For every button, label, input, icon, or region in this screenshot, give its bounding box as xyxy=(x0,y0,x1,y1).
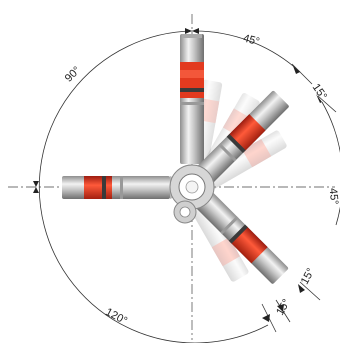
signal-tower-lower-right xyxy=(195,191,289,284)
pivot-hub-icon xyxy=(169,164,215,224)
dimension-arrows xyxy=(33,28,322,322)
dimension-arc-main xyxy=(38,30,269,343)
angle-label-45-right: 45° xyxy=(327,188,340,206)
angle-label-45-top: 45° xyxy=(242,32,261,48)
ext-line-upper-right-2 xyxy=(317,95,337,113)
angle-label-15-upper-right: 15° xyxy=(310,82,329,103)
signal-tower-left xyxy=(62,176,184,199)
dimension-arc-right xyxy=(321,101,340,226)
signal-tower-upper-right xyxy=(196,90,289,184)
ext-line-upper-right xyxy=(291,63,313,85)
ext-line-lower-right xyxy=(299,281,321,301)
angle-label-120: 120° xyxy=(103,306,129,327)
signal-tower-top xyxy=(180,34,204,164)
dimension-arc-upper-right xyxy=(191,30,301,73)
angle-label-15-lower-a: 15° xyxy=(274,297,293,317)
